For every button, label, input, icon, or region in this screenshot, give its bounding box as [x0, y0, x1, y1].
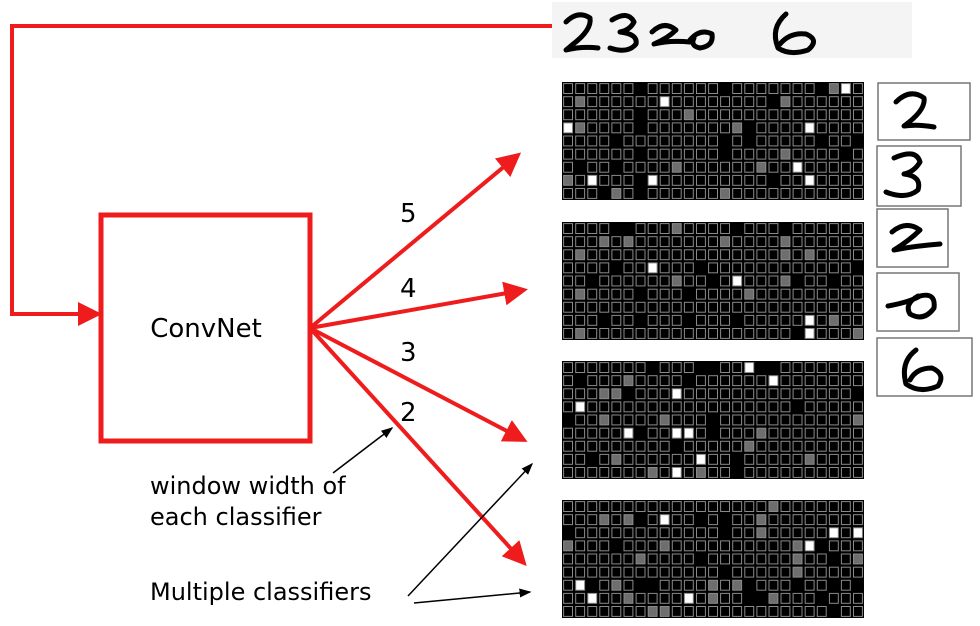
multiple-pointer-up: [407, 462, 534, 597]
input-digit-3: [607, 13, 639, 53]
input-digit-2b: [649, 23, 693, 47]
arrow-label-4: 4: [400, 274, 417, 304]
input-digit-strip: [552, 2, 912, 58]
input-feedback-line: [10, 24, 552, 326]
arrow-label-2: 2: [400, 398, 417, 428]
arrow-width-4: [309, 281, 528, 330]
segment-frame-4: [876, 272, 960, 332]
convnet-box: [98, 212, 313, 444]
segmented-digits: [876, 82, 973, 397]
arrow-width-2: [308, 326, 527, 566]
output-grid-3: [562, 361, 864, 479]
window-width-label-line2: each classifier: [150, 503, 322, 531]
segment-digit-2a: [893, 91, 937, 130]
window-width-label-line1: window width of: [150, 472, 346, 500]
classifier-output-grids: [562, 82, 864, 618]
arrow-label-5: 5: [400, 199, 417, 229]
output-grid-2: [562, 222, 864, 340]
multiple-classifiers-label: Multiple classifiers: [150, 578, 371, 606]
segment-digit-6: [901, 347, 944, 392]
convnet-label: ConvNet: [150, 314, 262, 344]
input-digit-2a: [563, 12, 601, 53]
segment-digit-2b: [889, 223, 943, 253]
arrow-width-5: [308, 152, 522, 330]
multiple-pointer-right: [413, 588, 532, 604]
segment-digit-0: [885, 292, 937, 320]
input-digit-0: [687, 29, 715, 51]
arrow-label-3: 3: [400, 338, 417, 368]
segment-frame-1: [877, 82, 971, 141]
classifier-arrows: [308, 152, 528, 566]
input-digit-6: [772, 11, 816, 56]
output-grid-4: [562, 500, 864, 618]
arrow-width-3: [309, 326, 528, 442]
segment-digit-3: [883, 151, 923, 198]
segment-frame-2: [876, 145, 962, 207]
window-width-pointer: [332, 427, 394, 474]
output-grid-1: [562, 82, 864, 200]
